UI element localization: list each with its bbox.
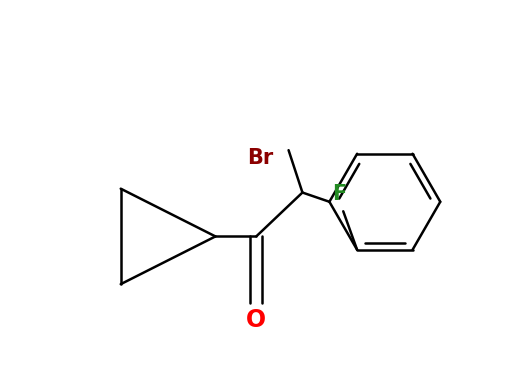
Text: Br: Br — [247, 148, 273, 168]
Text: F: F — [332, 184, 347, 204]
Text: O: O — [246, 307, 266, 332]
